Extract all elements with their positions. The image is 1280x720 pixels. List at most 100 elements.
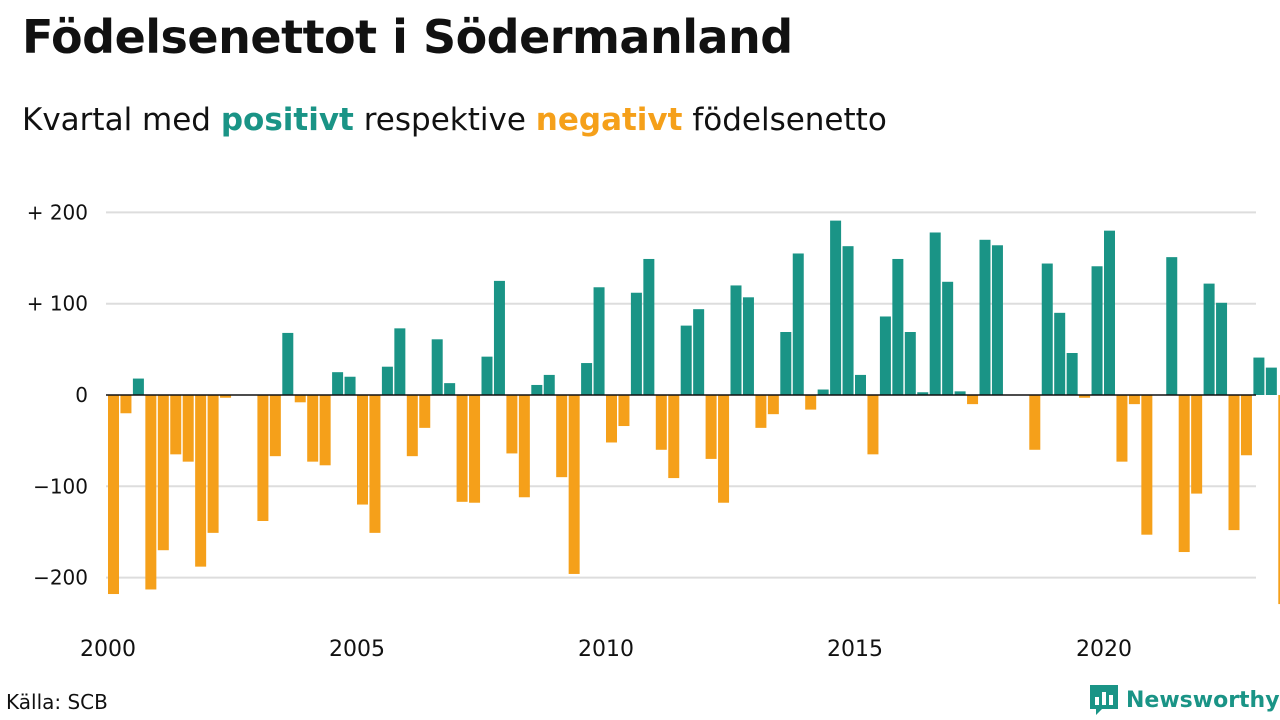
bar-2023-q1: 2023 Q1: 41: [1253, 357, 1265, 395]
bar-2011-q2: 2011 Q2: -91: [668, 395, 680, 479]
bar-2014-q4: 2014 Q4: 163: [842, 246, 854, 395]
newsworthy-logo-icon: [1090, 685, 1118, 715]
bar-2016-q4: 2016 Q4: 124: [942, 281, 954, 395]
bar-2010-q2: 2010 Q2: -34: [618, 395, 630, 427]
x-tick-label: 2005: [329, 637, 385, 662]
bar-2021-q4: 2021 Q4: -108: [1191, 395, 1203, 494]
bar-2008-q1: 2008 Q1: -64: [506, 395, 518, 454]
bar-2001-q3: 2001 Q3: -73: [182, 395, 194, 462]
bar-2006-q1: 2006 Q1: -67: [406, 395, 418, 457]
bar-2018-q3: 2018 Q3: -60: [1029, 395, 1041, 450]
bar-2000-q1: 2000 Q1: -218: [108, 395, 119, 595]
newsworthy-logo-text: Newsworthy: [1126, 687, 1280, 713]
y-tick-label: −200: [33, 566, 88, 590]
bar-2005-q2: 2005 Q2: -151: [369, 395, 381, 533]
bar-2008-q4: 2008 Q4: 22: [543, 374, 555, 395]
bar-2001-q2: 2001 Q2: -65: [170, 395, 182, 455]
bar-2009-q4: 2009 Q4: 118: [593, 287, 605, 395]
bar-2004-q3: 2004 Q3: 25: [332, 372, 344, 395]
bar-2022-q2: 2022 Q2: 101: [1216, 302, 1228, 395]
subtitle-positive-word: positivt: [220, 102, 354, 138]
tick-labels: −200 −100 0 + 100 + 200 2000 2005 2010 2015 2020: [27, 200, 1132, 662]
newsworthy-logo: Newsworthy: [1088, 683, 1280, 717]
bar-2013-q3: 2013 Q3: 69: [780, 332, 792, 395]
bar-2010-q4: 2010 Q4: 149: [643, 258, 655, 395]
bar-2015-q1: 2015 Q1: 22: [855, 374, 866, 395]
bar-2011-q4: 2011 Q4: 94: [693, 309, 705, 395]
bar-2014-q2: 2014 Q2: 6: [817, 389, 829, 395]
bar-2015-q2: 2015 Q2: -65: [867, 395, 879, 455]
bar-2019-q4: 2019 Q4: 141: [1091, 266, 1103, 395]
bar-2017-q4: 2017 Q4: 164: [991, 245, 1003, 395]
y-tick-label: −100: [33, 474, 88, 498]
bar-2022-q4: 2022 Q4: -66: [1240, 395, 1252, 456]
bar-2013-q4: 2013 Q4: 155: [792, 253, 804, 395]
x-tick-label: 2010: [578, 637, 634, 662]
subtitle-suffix: födelsenetto: [682, 102, 887, 138]
bar-2009-q1: 2009 Q1: -90: [556, 395, 568, 478]
bar-2010-q1: 2010 Q1: -52: [606, 395, 617, 443]
bar-2013-q2: 2013 Q2: -21: [767, 395, 779, 415]
bar-2007-q1: 2007 Q1: -117: [456, 395, 468, 502]
bar-2007-q4: 2007 Q4: 125: [493, 280, 505, 396]
bar-2006-q4: 2006 Q4: 13: [444, 383, 456, 395]
bar-2000-q3: 2000 Q3: 18: [132, 378, 144, 395]
bar-2008-q3: 2008 Q3: 11: [531, 384, 543, 395]
grid-lines: [106, 211, 1256, 579]
x-tick-label: 2000: [80, 637, 136, 662]
bar-2009-q2: 2009 Q2: -196: [568, 395, 580, 574]
bar-2023-q2: 2023 Q2: 30: [1265, 367, 1277, 395]
bar-2000-q2: 2000 Q2: -20: [120, 395, 132, 414]
x-tick-label: 2015: [827, 637, 883, 662]
bar-2001-q1: 2001 Q1: -170: [157, 395, 169, 551]
bar-2017-q1: 2017 Q1: 4: [954, 391, 966, 395]
bars: 2000 Q1: -2182000 Q2: -202000 Q3: 182000…: [108, 220, 1280, 605]
bar-2011-q3: 2011 Q3: 76: [680, 325, 692, 395]
bar-2022-q1: 2022 Q1: 122: [1203, 283, 1215, 395]
bar-2020-q3: 2020 Q3: -10: [1128, 395, 1140, 405]
subtitle-middle: respektive: [353, 102, 536, 138]
bar-2005-q3: 2005 Q3: 31: [381, 366, 393, 395]
bar-2012-q3: 2012 Q3: 120: [730, 285, 742, 395]
bar-2019-q1: 2019 Q1: 90: [1054, 312, 1066, 395]
bar-2007-q2: 2007 Q2: -118: [469, 395, 481, 503]
bar-2016-q3: 2016 Q3: 178: [929, 232, 941, 395]
bar-2010-q3: 2010 Q3: 112: [630, 292, 642, 395]
chart-subtitle: Kvartal med positivt respektive negativt…: [22, 102, 887, 138]
bar-2023-q3: 2023 Q3: -229: [1278, 395, 1280, 605]
bar-2001-q4: 2001 Q4: -188: [195, 395, 207, 567]
bar-2008-q2: 2008 Q2: -112: [518, 395, 530, 498]
bar-2015-q4: 2015 Q4: 149: [892, 258, 904, 395]
bar-2012-q1: 2012 Q1: -70: [705, 395, 717, 459]
bar-2015-q3: 2015 Q3: 86: [879, 316, 891, 395]
x-tick-label: 2020: [1076, 637, 1132, 662]
bar-2019-q2: 2019 Q2: 46: [1066, 353, 1078, 395]
bar-2005-q4: 2005 Q4: 73: [394, 328, 406, 395]
bar-2018-q4: 2018 Q4: 144: [1041, 263, 1053, 395]
bar-2003-q4: 2003 Q4: -8: [294, 395, 306, 403]
bar-2003-q1: 2003 Q1: -138: [257, 395, 269, 521]
bar-2004-q2: 2004 Q2: -77: [319, 395, 331, 466]
bar-2017-q3: 2017 Q3: 170: [979, 239, 991, 395]
bar-2011-q1: 2011 Q1: -60: [655, 395, 667, 450]
y-tick-label: + 200: [27, 200, 88, 224]
bar-2003-q3: 2003 Q3: 68: [282, 332, 294, 395]
bar-2004-q4: 2004 Q4: 20: [344, 376, 356, 395]
bar-2019-q3: 2019 Q3: -3: [1079, 395, 1091, 398]
subtitle-negative-word: negativt: [535, 102, 683, 138]
y-tick-label: 0: [75, 383, 88, 407]
subtitle-prefix: Kvartal med: [22, 102, 221, 138]
bar-2022-q3: 2022 Q3: -148: [1228, 395, 1240, 531]
source-note: Källa: SCB: [6, 690, 108, 714]
bar-2007-q3: 2007 Q3: 42: [481, 356, 493, 395]
bar-2014-q1: 2014 Q1: -16: [805, 395, 817, 410]
bar-2004-q1: 2004 Q1: -73: [307, 395, 319, 462]
bar-2016-q1: 2016 Q1: 69: [904, 332, 916, 395]
bar-2006-q2: 2006 Q2: -36: [419, 395, 431, 428]
bar-2014-q3: 2014 Q3: 191: [830, 220, 842, 395]
bar-2021-q2: 2021 Q2: 151: [1166, 257, 1178, 395]
bar-chart: 2000 Q1: -2182000 Q2: -202000 Q3: 18 2000…: [27, 200, 1280, 662]
bar-2021-q3: 2021 Q3: -172: [1178, 395, 1190, 553]
